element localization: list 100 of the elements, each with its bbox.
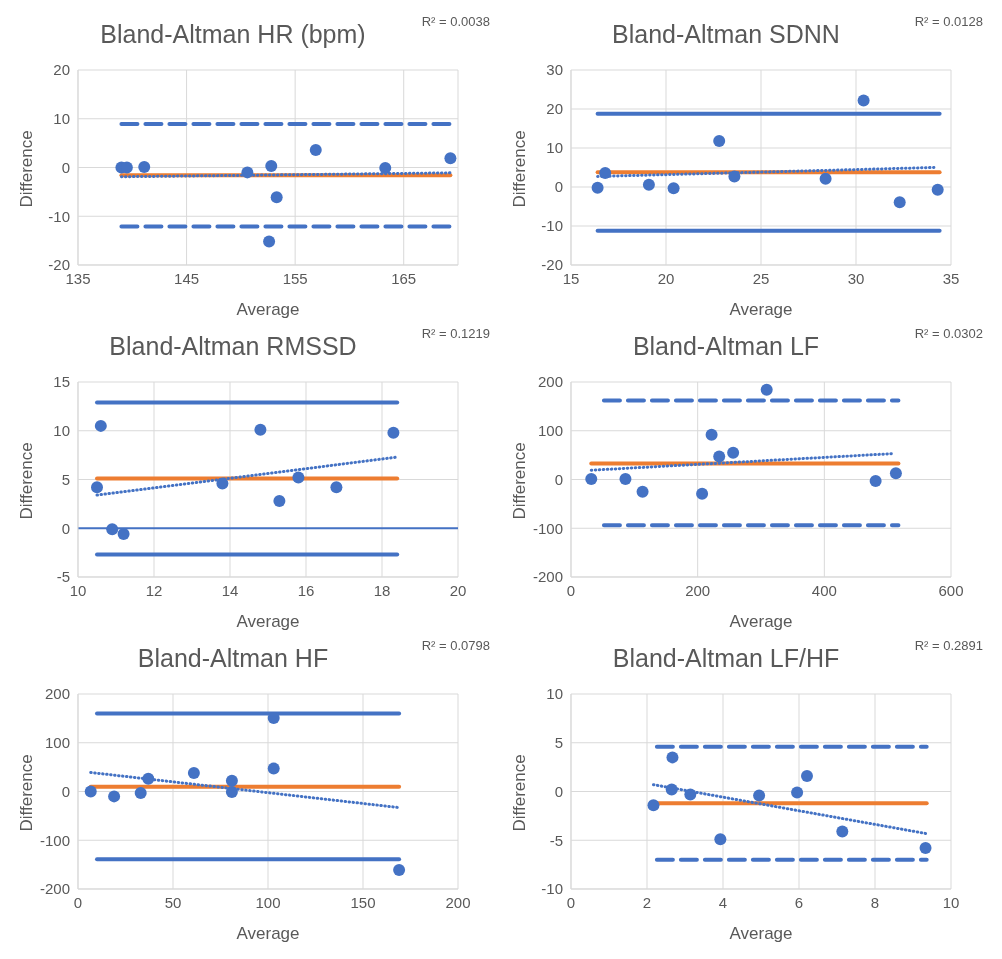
point: [267, 762, 280, 775]
y-axis-title: Difference: [510, 130, 530, 208]
point: [713, 134, 726, 147]
point: [270, 191, 283, 204]
point: [444, 152, 457, 165]
y-tick-label: 5: [554, 734, 563, 752]
y-axis-title: Difference: [510, 754, 530, 832]
point: [665, 783, 678, 796]
point: [585, 473, 598, 486]
chart-title: Bland-Altman HR (bpm): [100, 20, 366, 48]
x-tick-label: 16: [297, 581, 315, 599]
chart-title: Bland-Altman SDNN: [612, 20, 840, 48]
x-tick-label: 2: [642, 893, 652, 911]
point: [705, 428, 718, 441]
x-tick-label: 0: [73, 893, 83, 911]
y-tick-label: -100: [39, 831, 70, 849]
point: [819, 172, 832, 185]
point: [714, 833, 727, 846]
point: [106, 523, 119, 536]
point: [727, 446, 740, 459]
point: [387, 426, 400, 439]
y-tick-label: -200: [532, 568, 563, 586]
point: [647, 799, 660, 812]
y-tick-label: 20: [546, 100, 563, 118]
y-tick-label: 200: [537, 373, 563, 391]
x-tick-label: 50: [164, 893, 182, 911]
point: [636, 485, 649, 498]
y-tick-label: 0: [554, 470, 563, 488]
y-tick-label: 5: [61, 470, 70, 488]
x-tick-label: 6: [794, 893, 804, 911]
point: [919, 842, 932, 855]
y-tick-label: -5: [549, 831, 563, 849]
y-tick-label: -100: [532, 519, 563, 537]
y-tick-label: -10: [541, 217, 563, 235]
y-tick-label: 10: [53, 110, 70, 128]
y-tick-label: -5: [56, 568, 70, 586]
point: [134, 786, 147, 799]
text: R² = 0.0128: [914, 14, 983, 29]
y-tick-label: 10: [546, 685, 563, 703]
point: [713, 450, 726, 463]
x-axis-title: Average: [236, 300, 300, 319]
point: [728, 170, 741, 183]
x-axis-title: Average: [236, 612, 300, 631]
x-tick-label: 200: [445, 893, 471, 911]
x-axis-title: Average: [236, 924, 300, 943]
point: [393, 863, 406, 876]
x-tick-label: 25: [752, 269, 770, 287]
point: [893, 196, 906, 209]
point: [791, 786, 804, 799]
point: [931, 183, 944, 196]
point: [667, 182, 680, 195]
text: R² = 0.1219: [421, 326, 490, 341]
y-tick-label: 0: [554, 782, 563, 800]
x-tick-label: 30: [847, 269, 865, 287]
x-tick-label: 18: [373, 581, 391, 599]
point: [91, 481, 103, 494]
point: [254, 423, 267, 436]
point: [760, 383, 773, 396]
point: [117, 528, 130, 541]
y-tick-label: 0: [61, 519, 70, 537]
x-tick-label: 12: [145, 581, 163, 599]
x-tick-label: 400: [811, 581, 837, 599]
point: [108, 790, 121, 803]
y-tick-label: -10: [48, 207, 70, 225]
x-tick-label: 165: [391, 269, 417, 287]
point: [225, 785, 238, 798]
y-axis-title: Difference: [17, 754, 37, 832]
y-tick-label: 15: [53, 373, 70, 391]
y-tick-label: 200: [44, 685, 70, 703]
point: [696, 487, 709, 500]
x-tick-label: 145: [174, 269, 200, 287]
y-tick-label: -20: [541, 256, 563, 274]
x-tick-label: 10: [942, 893, 960, 911]
y-tick-label: 20: [53, 61, 70, 79]
x-tick-label: 14: [221, 581, 239, 599]
chart-title: Bland-Altman LF/HF: [612, 644, 840, 672]
point: [869, 474, 882, 487]
x-tick-label: 155: [282, 269, 308, 287]
point: [225, 774, 238, 787]
text: R² = 0.0798: [421, 638, 490, 653]
point: [241, 166, 254, 179]
point: [273, 494, 286, 507]
x-axis-title: Average: [729, 612, 793, 631]
point: [265, 160, 278, 173]
text: R² = 0.0038: [421, 14, 490, 29]
point: [642, 178, 655, 191]
point: [684, 788, 697, 801]
point: [84, 785, 97, 798]
x-tick-label: 20: [449, 581, 467, 599]
x-tick-label: 100: [255, 893, 281, 911]
point: [379, 161, 392, 174]
x-tick-label: 150: [350, 893, 376, 911]
chart-title: Bland-Altman RMSSD: [109, 332, 357, 360]
x-tick-label: 8: [870, 893, 880, 911]
x-tick-label: 0: [566, 581, 576, 599]
y-tick-label: 0: [554, 178, 563, 196]
point: [889, 467, 902, 480]
point: [142, 772, 155, 785]
x-axis-title: Average: [729, 924, 793, 943]
y-tick-label: 100: [44, 734, 70, 752]
